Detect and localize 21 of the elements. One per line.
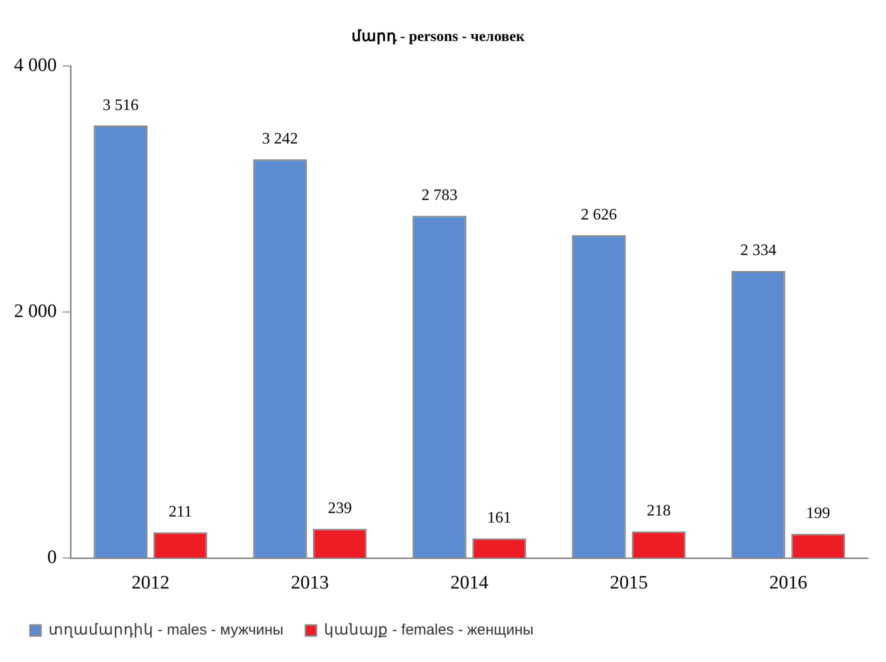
legend-label: տղամարդիկ - males - мужчины	[48, 622, 284, 639]
data-label: 3 242	[262, 130, 298, 148]
x-tick-label: 2014	[450, 572, 489, 594]
data-label: 218	[646, 502, 671, 520]
chart-title: մարդ - persons - человек	[351, 28, 525, 45]
data-label: 211	[168, 503, 192, 520]
data-label: 2 334	[740, 242, 776, 260]
data-label: 239	[328, 500, 352, 517]
data-label: 2 626	[580, 206, 617, 224]
data-label: 199	[806, 504, 830, 522]
y-tick-label: 4 000	[14, 54, 57, 76]
legend-label: կանայք - females - женщины	[324, 622, 534, 639]
data-label: 161	[487, 510, 512, 527]
x-tick-label: 2015	[610, 572, 648, 594]
x-tick-label: 2013	[290, 572, 329, 594]
data-label: 2 783	[421, 186, 458, 204]
y-tick-label: 0	[47, 547, 57, 568]
x-tick-label: 2012	[131, 572, 170, 594]
data-label: 3 516	[102, 96, 139, 114]
y-tick-label: 2 000	[14, 301, 57, 322]
x-tick-label: 2016	[769, 572, 808, 594]
